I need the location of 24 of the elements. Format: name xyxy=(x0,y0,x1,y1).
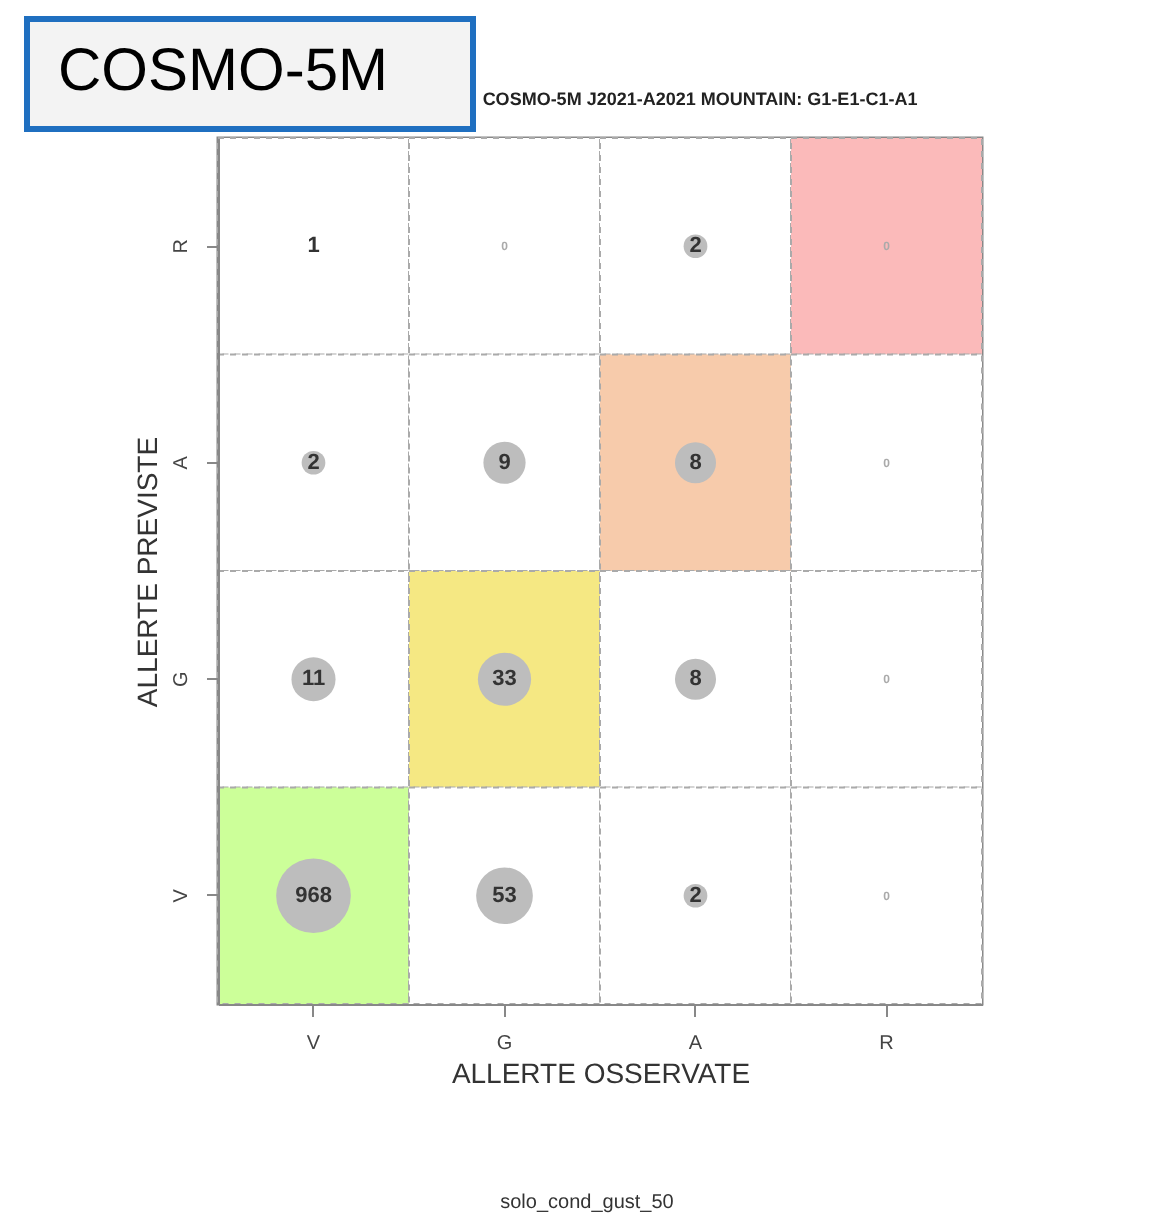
x-tick-label: A xyxy=(688,1033,703,1055)
text: solo_cond_gust_50 xyxy=(498,1192,676,1214)
data-label: 8 xyxy=(689,450,702,475)
y-tick-label: G xyxy=(171,671,193,688)
data-label: 2 xyxy=(307,450,320,475)
data-label: 33 xyxy=(492,667,517,692)
data-label: 9 xyxy=(498,450,511,475)
x-tick-label: G xyxy=(496,1033,513,1055)
y-tick-label: A xyxy=(171,455,193,470)
data-label: 968 xyxy=(295,883,332,908)
y-tick-label: R xyxy=(171,239,193,254)
data-label: 8 xyxy=(689,667,702,692)
x-tick-label: V xyxy=(306,1033,321,1055)
data-label: 11 xyxy=(301,667,326,692)
chart-title: COSMO-5M J2021-A2021 MOUNTAIN: G1-E1-C1-A1 xyxy=(482,89,918,109)
data-label: 53 xyxy=(492,883,517,908)
y-tick-label: V xyxy=(171,888,193,903)
y-axis-title: ALLERTE PREVISTE xyxy=(131,436,163,708)
data-label: 2 xyxy=(689,883,702,908)
x-axis-title: ALLERTE OSSERVATE xyxy=(451,1057,751,1089)
x-tick-label: R xyxy=(879,1033,894,1055)
data-label: 2 xyxy=(689,234,702,259)
text: COSMO-5M xyxy=(24,16,476,132)
data-label: 1 xyxy=(307,234,320,259)
